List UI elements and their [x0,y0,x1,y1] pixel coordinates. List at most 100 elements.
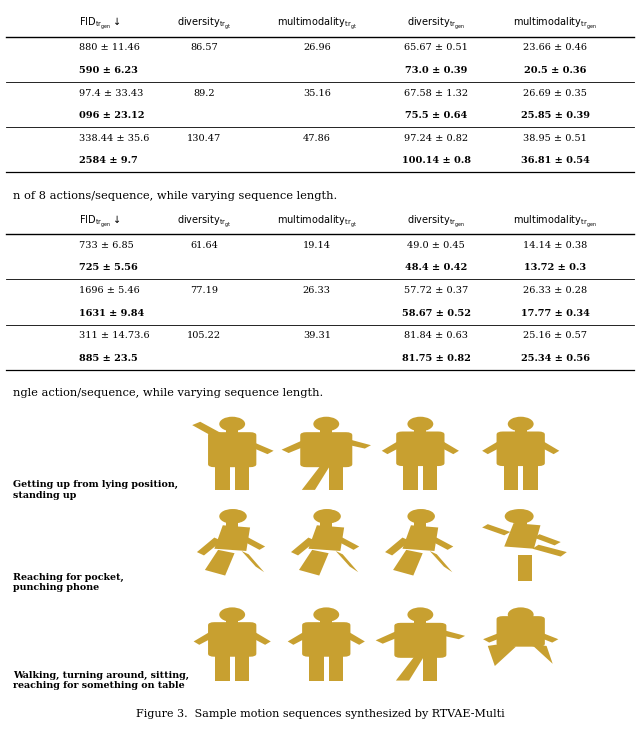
Polygon shape [396,655,425,680]
Bar [309,653,324,680]
Ellipse shape [220,417,245,432]
Polygon shape [335,537,359,550]
Polygon shape [288,629,314,644]
Polygon shape [534,534,561,545]
Ellipse shape [220,607,245,622]
Polygon shape [403,526,438,551]
Text: 39.31: 39.31 [303,331,331,341]
Text: Walking, turning around, sitting,
reaching for something on table: Walking, turning around, sitting, reachi… [13,671,189,690]
Bar [414,426,426,435]
Ellipse shape [314,509,339,523]
Ellipse shape [408,417,433,432]
Ellipse shape [316,509,341,523]
Text: 49.0 ± 0.45: 49.0 ± 0.45 [407,241,465,250]
Polygon shape [385,537,410,556]
Text: 75.5 ± 0.64: 75.5 ± 0.64 [405,112,467,120]
Text: $\mathrm{multimodality_{tr_{gen}}}$: $\mathrm{multimodality_{tr_{gen}}}$ [513,16,597,32]
Polygon shape [308,526,344,551]
Polygon shape [532,545,567,556]
Text: 26.96: 26.96 [303,43,331,52]
Text: $\mathrm{multimodality_{tr_{gt}}}$: $\mathrm{multimodality_{tr_{gt}}}$ [277,16,357,32]
Text: 67.58 ± 1.32: 67.58 ± 1.32 [404,89,468,98]
Text: 35.16: 35.16 [303,89,331,98]
Bar [226,426,238,435]
Text: 2584 ± 9.7: 2584 ± 9.7 [79,156,137,165]
Ellipse shape [508,509,534,523]
Polygon shape [532,438,559,454]
Text: 17.77 ± 0.34: 17.77 ± 0.34 [521,308,589,318]
Ellipse shape [220,509,245,523]
Ellipse shape [314,417,339,432]
Bar [515,518,527,528]
Polygon shape [432,438,459,454]
Polygon shape [241,537,265,550]
Text: 26.69 ± 0.35: 26.69 ± 0.35 [524,89,587,98]
Text: 26.33 ± 0.28: 26.33 ± 0.28 [523,286,588,295]
Bar [215,464,230,490]
Polygon shape [197,537,222,556]
Text: $\mathrm{diversity_{tr_{gen}}}$: $\mathrm{diversity_{tr_{gen}}}$ [407,214,465,230]
Text: 57.72 ± 0.37: 57.72 ± 0.37 [404,286,468,295]
Text: 096 ± 23.12: 096 ± 23.12 [79,112,144,120]
Text: 25.85 ± 0.39: 25.85 ± 0.39 [521,112,589,120]
Text: 61.64: 61.64 [190,241,218,250]
Polygon shape [336,551,358,573]
Bar [414,617,426,626]
Text: 23.66 ± 0.46: 23.66 ± 0.46 [524,43,588,52]
Polygon shape [291,537,316,556]
Text: 38.95 ± 0.51: 38.95 ± 0.51 [524,134,587,143]
Polygon shape [382,438,408,454]
Text: $\mathrm{diversity_{tr_{gt}}}$: $\mathrm{diversity_{tr_{gt}}}$ [177,214,231,230]
Text: Getting up from lying position,
standing up: Getting up from lying position, standing… [13,480,178,500]
Polygon shape [214,526,250,551]
Text: $\mathrm{multimodality_{tr_{gt}}}$: $\mathrm{multimodality_{tr_{gt}}}$ [277,214,357,230]
Text: 81.84 ± 0.63: 81.84 ± 0.63 [404,331,468,341]
Bar [504,462,518,490]
Polygon shape [393,550,422,575]
Text: 725 ± 5.56: 725 ± 5.56 [79,264,137,272]
Text: 733 ± 6.85: 733 ± 6.85 [79,241,133,250]
Bar [226,617,238,626]
Text: 13.72 ± 0.3: 13.72 ± 0.3 [524,264,586,272]
FancyBboxPatch shape [394,623,446,658]
Text: 105.22: 105.22 [187,331,221,341]
Polygon shape [483,631,509,642]
Text: 81.75 ± 0.82: 81.75 ± 0.82 [401,354,470,363]
Polygon shape [376,629,407,644]
Polygon shape [504,523,540,549]
Text: 89.2: 89.2 [193,89,215,98]
Text: 26.33: 26.33 [303,286,331,295]
Bar [523,462,538,490]
Polygon shape [242,551,264,573]
Polygon shape [338,629,365,644]
Bar [515,426,527,435]
FancyBboxPatch shape [497,616,545,647]
Bar [422,655,437,680]
Polygon shape [299,550,328,575]
Bar [328,653,343,680]
Bar [515,617,527,626]
Polygon shape [205,550,234,575]
FancyBboxPatch shape [497,432,545,466]
Text: $\mathrm{diversity_{tr_{gen}}}$: $\mathrm{diversity_{tr_{gen}}}$ [407,16,465,32]
Text: 100.14 ± 0.8: 100.14 ± 0.8 [401,156,470,165]
Polygon shape [429,537,453,550]
Text: $\mathrm{FID_{tr_{gen}}}\downarrow$: $\mathrm{FID_{tr_{gen}}}\downarrow$ [79,16,120,32]
Bar [320,518,332,528]
Ellipse shape [408,509,433,523]
Text: 47.86: 47.86 [303,134,331,143]
Text: 58.67 ± 0.52: 58.67 ± 0.52 [401,308,470,318]
Ellipse shape [508,417,534,432]
Ellipse shape [505,509,529,523]
Polygon shape [532,631,558,642]
Polygon shape [302,464,331,490]
Ellipse shape [410,509,435,523]
Bar [215,653,230,680]
Text: Reaching for pocket,
punching phone: Reaching for pocket, punching phone [13,573,124,592]
Polygon shape [194,629,220,644]
Bar [422,462,437,490]
Text: 14.14 ± 0.38: 14.14 ± 0.38 [523,241,588,250]
Text: 1631 ± 9.84: 1631 ± 9.84 [79,308,144,318]
Text: 86.57: 86.57 [190,43,218,52]
Polygon shape [282,438,313,453]
